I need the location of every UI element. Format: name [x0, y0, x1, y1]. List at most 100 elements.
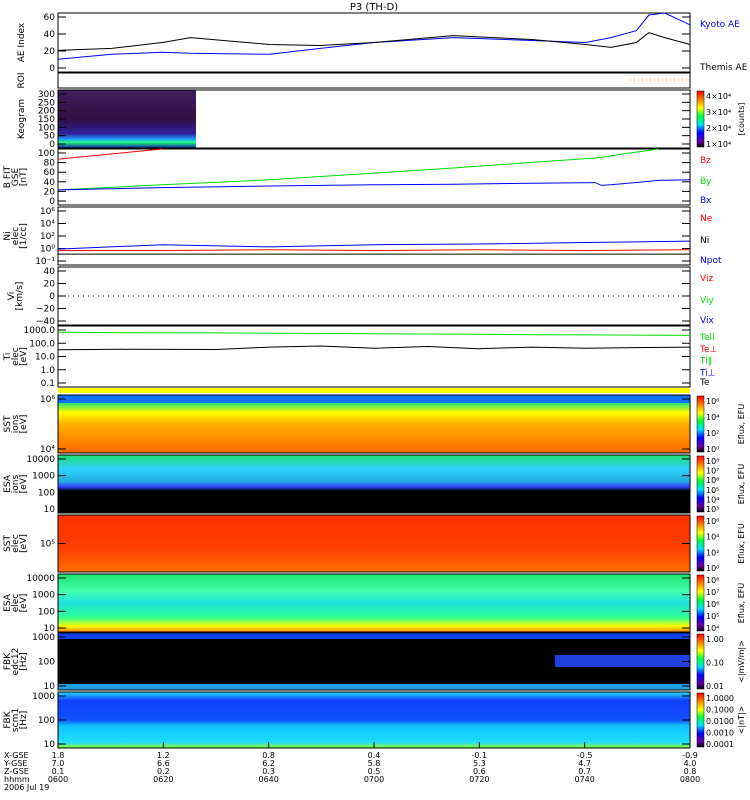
ylabel-text: [eV]	[19, 347, 29, 366]
y-tick-label: 1000	[32, 633, 55, 643]
y-tick-label: 20	[44, 280, 56, 290]
y-tick-label: 40	[44, 30, 56, 40]
legend-vix: Vix	[700, 316, 714, 326]
x-tick-x: -0.5	[577, 751, 593, 760]
legend-te: Te	[699, 378, 710, 388]
x-tick-z: 0.8	[684, 767, 697, 776]
colorbar-tick: 4×10⁴	[706, 92, 731, 101]
legend-themisae: Themis AE	[699, 63, 748, 73]
x-tick-y: 6.2	[262, 759, 275, 768]
fbk-scm1-spectrogram	[58, 692, 690, 748]
x-tick-z: 0.2	[157, 767, 170, 776]
y-tick-label: 60	[44, 13, 56, 23]
y-tick-label: −20	[36, 305, 55, 315]
plot-title: P3 (TH-D)	[350, 2, 398, 13]
x-row-label: X-GSE	[4, 751, 29, 760]
y-tick-label: 40	[44, 178, 56, 188]
colorbar-tick: 10⁴	[706, 533, 719, 542]
ylabel-text: SST	[3, 535, 13, 552]
keogram-colorbar	[696, 90, 705, 148]
series-kyotoae	[57, 12, 691, 60]
x-tick-x: -0.1	[472, 751, 488, 760]
y-tick-label: 100	[38, 658, 55, 668]
legend-npot: Npot	[700, 256, 722, 266]
ylabel-text: GSE	[11, 168, 21, 187]
y-tick-label: 10	[44, 624, 56, 634]
ylabel-text: ROI	[17, 73, 27, 89]
ylabel-text: ions	[11, 414, 21, 433]
series-bx	[57, 179, 691, 191]
x-tick-t: 0620	[153, 775, 173, 784]
colorbar-tick: 0.0010	[706, 729, 734, 738]
y-tick-label: 1000	[32, 692, 55, 702]
ylabel-text: elec	[11, 534, 21, 553]
x-tick-t: 0640	[258, 775, 278, 784]
ylabel-text: [nT]	[19, 168, 29, 186]
series-tell	[57, 331, 691, 336]
y-tick-label: 10.0	[35, 353, 55, 363]
ae-ylabel: AE Index	[17, 22, 27, 62]
x-tick-t: 0800	[680, 775, 700, 784]
colorbar-label: <|mV/m|>	[737, 640, 746, 683]
y-tick-label: 20	[44, 187, 56, 197]
x-tick-y: 7.0	[52, 759, 65, 768]
y-tick-label: 300	[38, 90, 55, 100]
y-tick-label: 10	[44, 740, 56, 750]
x-row-label: hhmm	[4, 775, 30, 784]
esa-elec-spectrogram	[58, 574, 690, 632]
ylabel-text: [eV]	[19, 415, 29, 434]
y-tick-label: 0	[49, 197, 55, 207]
legend-by: By	[700, 177, 712, 187]
colorbar-tick: 10⁶	[706, 600, 719, 609]
ylabel-text: [eV]	[19, 475, 29, 494]
y-tick-label: 1000	[32, 591, 55, 601]
vi-ylabel: Vi[km/s]	[7, 282, 25, 311]
y-tick-label: 10000	[26, 574, 55, 584]
y-tick-label: 10000	[26, 455, 55, 465]
y-tick-label: 0	[49, 140, 55, 150]
x-tick-y: 4.7	[578, 759, 591, 768]
series-by	[57, 148, 659, 191]
x-tick-x: 1.8	[52, 751, 65, 760]
y-tick-label: 100.0	[29, 339, 55, 349]
x-tick-y: 5.3	[473, 759, 486, 768]
date-label: 2006 Jul 19	[4, 783, 49, 792]
ylabel-text: ESA	[3, 593, 13, 612]
ylabel-text: [eV]	[19, 594, 29, 613]
sst-ions-spectrogram	[58, 395, 690, 453]
legend-viz: Viz	[700, 274, 713, 284]
y-tick-label: 10⁴	[40, 445, 55, 455]
colorbar-tick: 10⁶	[706, 476, 719, 485]
colorbar-tick: 10⁸	[706, 457, 719, 466]
ylabel-text: SST	[3, 415, 13, 432]
y-tick-label: 80	[44, 159, 56, 169]
ylabel-text: B FIT	[3, 165, 13, 188]
ylabel-text: edc12	[11, 648, 21, 676]
ylabel-text: Keogram	[17, 99, 27, 139]
fbk-scm1-colorbar	[696, 692, 705, 748]
colorbar-tick: 0.0100	[706, 717, 734, 726]
x-tick-x: 0.4	[368, 751, 381, 760]
colorbar-tick: 10⁴	[706, 624, 719, 633]
colorbar-tick: 10⁷	[706, 588, 719, 597]
y-tick-label: 0.1	[41, 379, 55, 389]
esa-ions-colorbar	[696, 455, 705, 513]
sst-elec-spectrogram	[58, 515, 690, 572]
y-tick-label: 20	[44, 47, 56, 57]
y-tick-label: 10⁴	[40, 220, 55, 230]
colorbar-label: Eflux, EFU	[737, 523, 746, 564]
series-ne	[58, 249, 691, 252]
y-tick-label: 1.0	[41, 366, 56, 376]
y-tick-label: 100	[38, 488, 55, 498]
ae-frame	[57, 12, 691, 73]
colorbar-tick: 0.1000	[706, 706, 734, 715]
y-tick-label: 10	[44, 682, 56, 692]
colorbar-tick: 0.01	[706, 682, 724, 691]
colorbar-tick: 10⁷	[706, 467, 719, 476]
y-tick-label: 10	[44, 505, 56, 515]
